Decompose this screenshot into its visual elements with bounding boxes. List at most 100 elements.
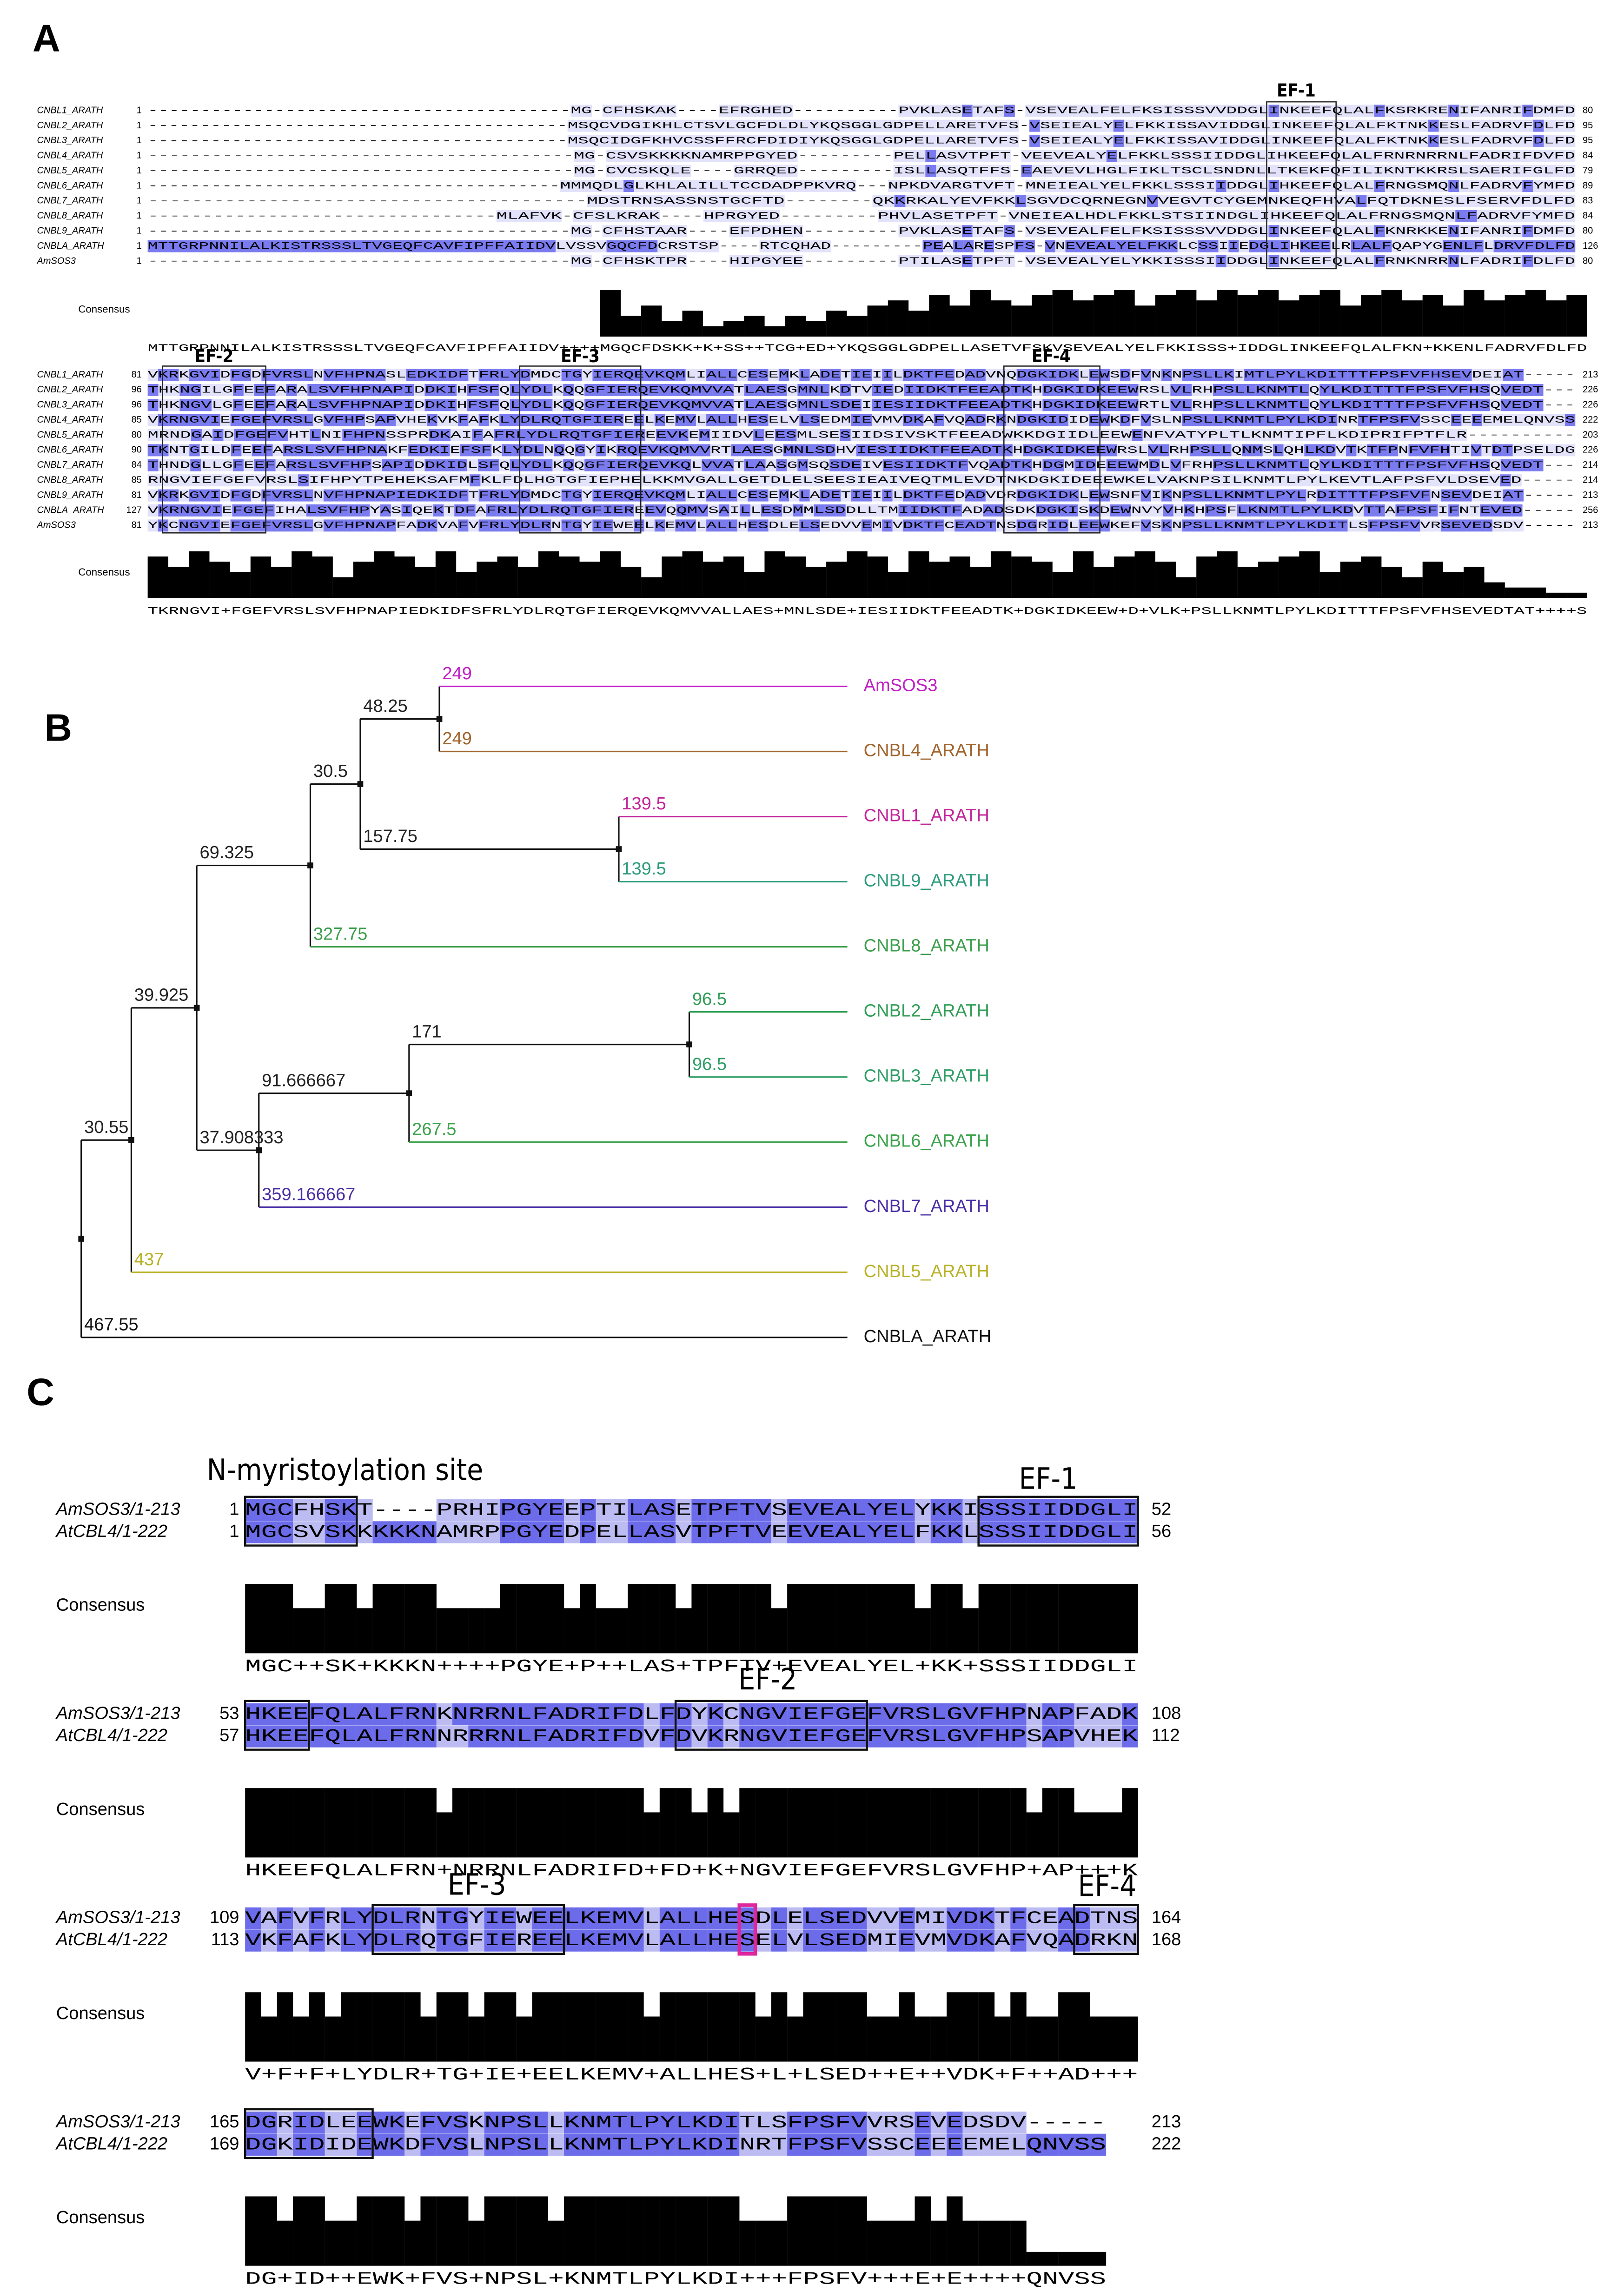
leaf-name: AmSOS3: [864, 676, 938, 695]
conservation-bar: [340, 1584, 357, 1654]
end-position: 80: [1583, 105, 1593, 115]
consensus-sequence: TKRNGVI+FGEFVRSLSVFHPNAPIEDKIDFSFRLYDLRQ…: [148, 605, 1587, 617]
conservation-bar: [1090, 2016, 1107, 2062]
residue-shade: [1092, 119, 1103, 132]
end-position: 213: [1583, 370, 1598, 380]
residue-shade: [819, 134, 830, 147]
residue-shade: [1218, 134, 1229, 147]
conservation-bar: [835, 1788, 851, 1858]
residue-shade: [729, 180, 740, 192]
sequence: ----------------------------------------…: [148, 106, 1575, 117]
residue-shade: [744, 150, 755, 162]
conservation-bar: [835, 1584, 851, 1654]
conservation-bar: [452, 2196, 469, 2266]
residue-shade: [1407, 119, 1418, 132]
residue-shade: [669, 165, 681, 177]
conservation-bar: [819, 1788, 835, 1858]
conservation-bar: [596, 1608, 612, 1654]
residue-shade: [680, 150, 691, 162]
conservation-bar: [739, 2220, 756, 2266]
leaf-name: CNBL2_ARATH: [864, 1001, 989, 1021]
conservation-bar: [620, 316, 642, 337]
residue-shade: [584, 150, 596, 162]
conservation-bar: [538, 551, 559, 598]
end-position: 56: [1152, 1522, 1171, 1541]
residue-shade: [1397, 134, 1408, 147]
residue-shade: [1491, 119, 1502, 132]
start-position: 85: [132, 415, 142, 425]
sequence-name: CNBLA_ARATH: [37, 505, 104, 515]
residue-shade: [1277, 165, 1288, 177]
residue-shade: [1149, 150, 1160, 162]
sequence: VKRNGVIEFGEFIHALSVFHPYASIQEKTDFAFRLYDLRQ…: [148, 506, 1575, 516]
conservation-bar: [662, 321, 683, 337]
conservation-bar: [764, 551, 785, 598]
end-position: 83: [1583, 196, 1593, 206]
residue-shade: [1061, 134, 1072, 147]
residue-shade: [1088, 180, 1100, 192]
residue-shade: [893, 150, 904, 162]
conservation-bar: [1361, 295, 1382, 337]
conservation-bar: [325, 2220, 341, 2266]
consensus-sequence: HKEEFQLALFRN+NRRNLFADRIFD+FD+K+NGVIEFGEF…: [245, 1861, 1138, 1881]
conservation-bar: [990, 551, 1012, 598]
conservation-bar: [1566, 295, 1587, 337]
residue-shade: [1406, 105, 1417, 117]
conservation-bar: [245, 2196, 261, 2266]
residue-shade: [1110, 180, 1121, 192]
residue-shade: [978, 150, 989, 162]
conservation-bar: [357, 1608, 373, 1654]
conservation-bar: [707, 1992, 724, 2062]
residue-shade: [1008, 119, 1019, 132]
conservation-bar: [548, 1992, 564, 2062]
residue-shade: [1207, 134, 1219, 147]
conservation-bar: [867, 556, 888, 598]
conservation-bar: [691, 2196, 708, 2266]
conservation-bar: [1546, 300, 1567, 337]
residue-shade: [1386, 134, 1397, 147]
conservation-bar: [744, 316, 765, 337]
conservation-bar: [867, 2016, 883, 2062]
residue-shade: [1152, 180, 1163, 192]
leaf-name: CNBL7_ARATH: [864, 1197, 989, 1216]
residue-shade: [1564, 119, 1576, 132]
conservation-bar: [340, 1788, 357, 1858]
residue-shade: [560, 180, 571, 192]
conservation-bar: [1032, 295, 1053, 337]
residue-shade: [1544, 134, 1555, 147]
residue-shade: [1459, 119, 1471, 132]
sequence-name: CNBL1_ARATH: [37, 370, 103, 380]
conservation-bar: [947, 2196, 963, 2266]
residue-shade: [1502, 119, 1512, 132]
conservation-bar: [755, 2220, 772, 2266]
conservation-bar: [1058, 1584, 1074, 1654]
conservation-bar: [899, 1584, 915, 1654]
residue-shade: [1362, 150, 1373, 162]
residue-shade: [704, 134, 715, 147]
conservation-bar: [1279, 556, 1299, 598]
residue-shade: [584, 165, 596, 177]
residue-shade: [1081, 134, 1093, 147]
conservation-bar: [309, 1788, 325, 1858]
sequence: HKEEFQLALFRNNRRRNLFADRIFDVFDVKRNGVIEFGEF…: [245, 1727, 1138, 1747]
residue-shade: [951, 105, 962, 117]
residue-shade: [1491, 134, 1502, 147]
residue-shade: [599, 119, 610, 132]
residue-shade: [1365, 134, 1376, 147]
conservation-bar: [787, 1584, 803, 1654]
conservation-bar: [1026, 1584, 1042, 1654]
residue-shade: [998, 119, 1009, 132]
conservation-bar: [739, 1584, 756, 1654]
residue-shade: [830, 134, 841, 147]
conservation-bar: [209, 562, 230, 598]
conservation-bar: [1422, 562, 1444, 598]
residue-shade: [819, 119, 830, 132]
sequence-name: AmSOS3: [36, 520, 75, 530]
conservation-bar: [1114, 556, 1135, 598]
residue-shade: [648, 150, 659, 162]
residue-shade: [1449, 119, 1460, 132]
conservation-bar: [949, 556, 970, 598]
conservation-bar: [404, 2220, 421, 2266]
residue-shade: [1300, 180, 1311, 192]
residue-shade: [1032, 150, 1043, 162]
